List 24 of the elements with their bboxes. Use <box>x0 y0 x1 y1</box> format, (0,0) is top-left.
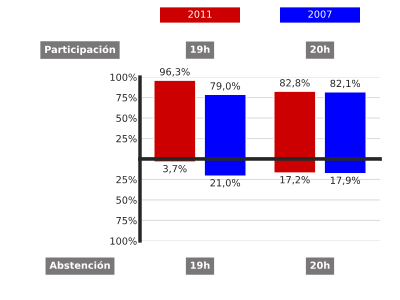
y-tick-label: 75% <box>116 216 137 224</box>
y-tick-label: 25% <box>116 135 137 142</box>
x-tick-label: 20h <box>310 45 330 53</box>
y-tick-label: 100% <box>110 237 137 245</box>
data-label: 17,9% <box>330 176 360 185</box>
x-tick-label: 19h <box>190 261 210 269</box>
text: Participación <box>45 45 115 55</box>
x-tick-label: 19h <box>190 45 210 53</box>
y-tick-label: 50% <box>116 196 137 204</box>
data-label: 82,8% <box>280 79 310 88</box>
y-tick-label: 50% <box>116 114 137 122</box>
text: 2011 <box>188 10 212 18</box>
text: Abstención <box>49 261 110 269</box>
data-label: 3,7% <box>163 164 187 174</box>
data-label: 96,3% <box>160 68 190 76</box>
data-label: 21,0% <box>210 179 240 188</box>
y-tick-label: 25% <box>116 176 137 184</box>
data-label: 82,1% <box>330 80 360 88</box>
data-label: 17,2% <box>280 176 310 184</box>
y-tick-label: 75% <box>116 94 137 102</box>
text: 2007 <box>308 10 332 18</box>
y-tick-label: 100% <box>110 74 137 81</box>
data-label: 79,0% <box>210 82 240 91</box>
x-tick-label: 20h <box>310 261 330 269</box>
